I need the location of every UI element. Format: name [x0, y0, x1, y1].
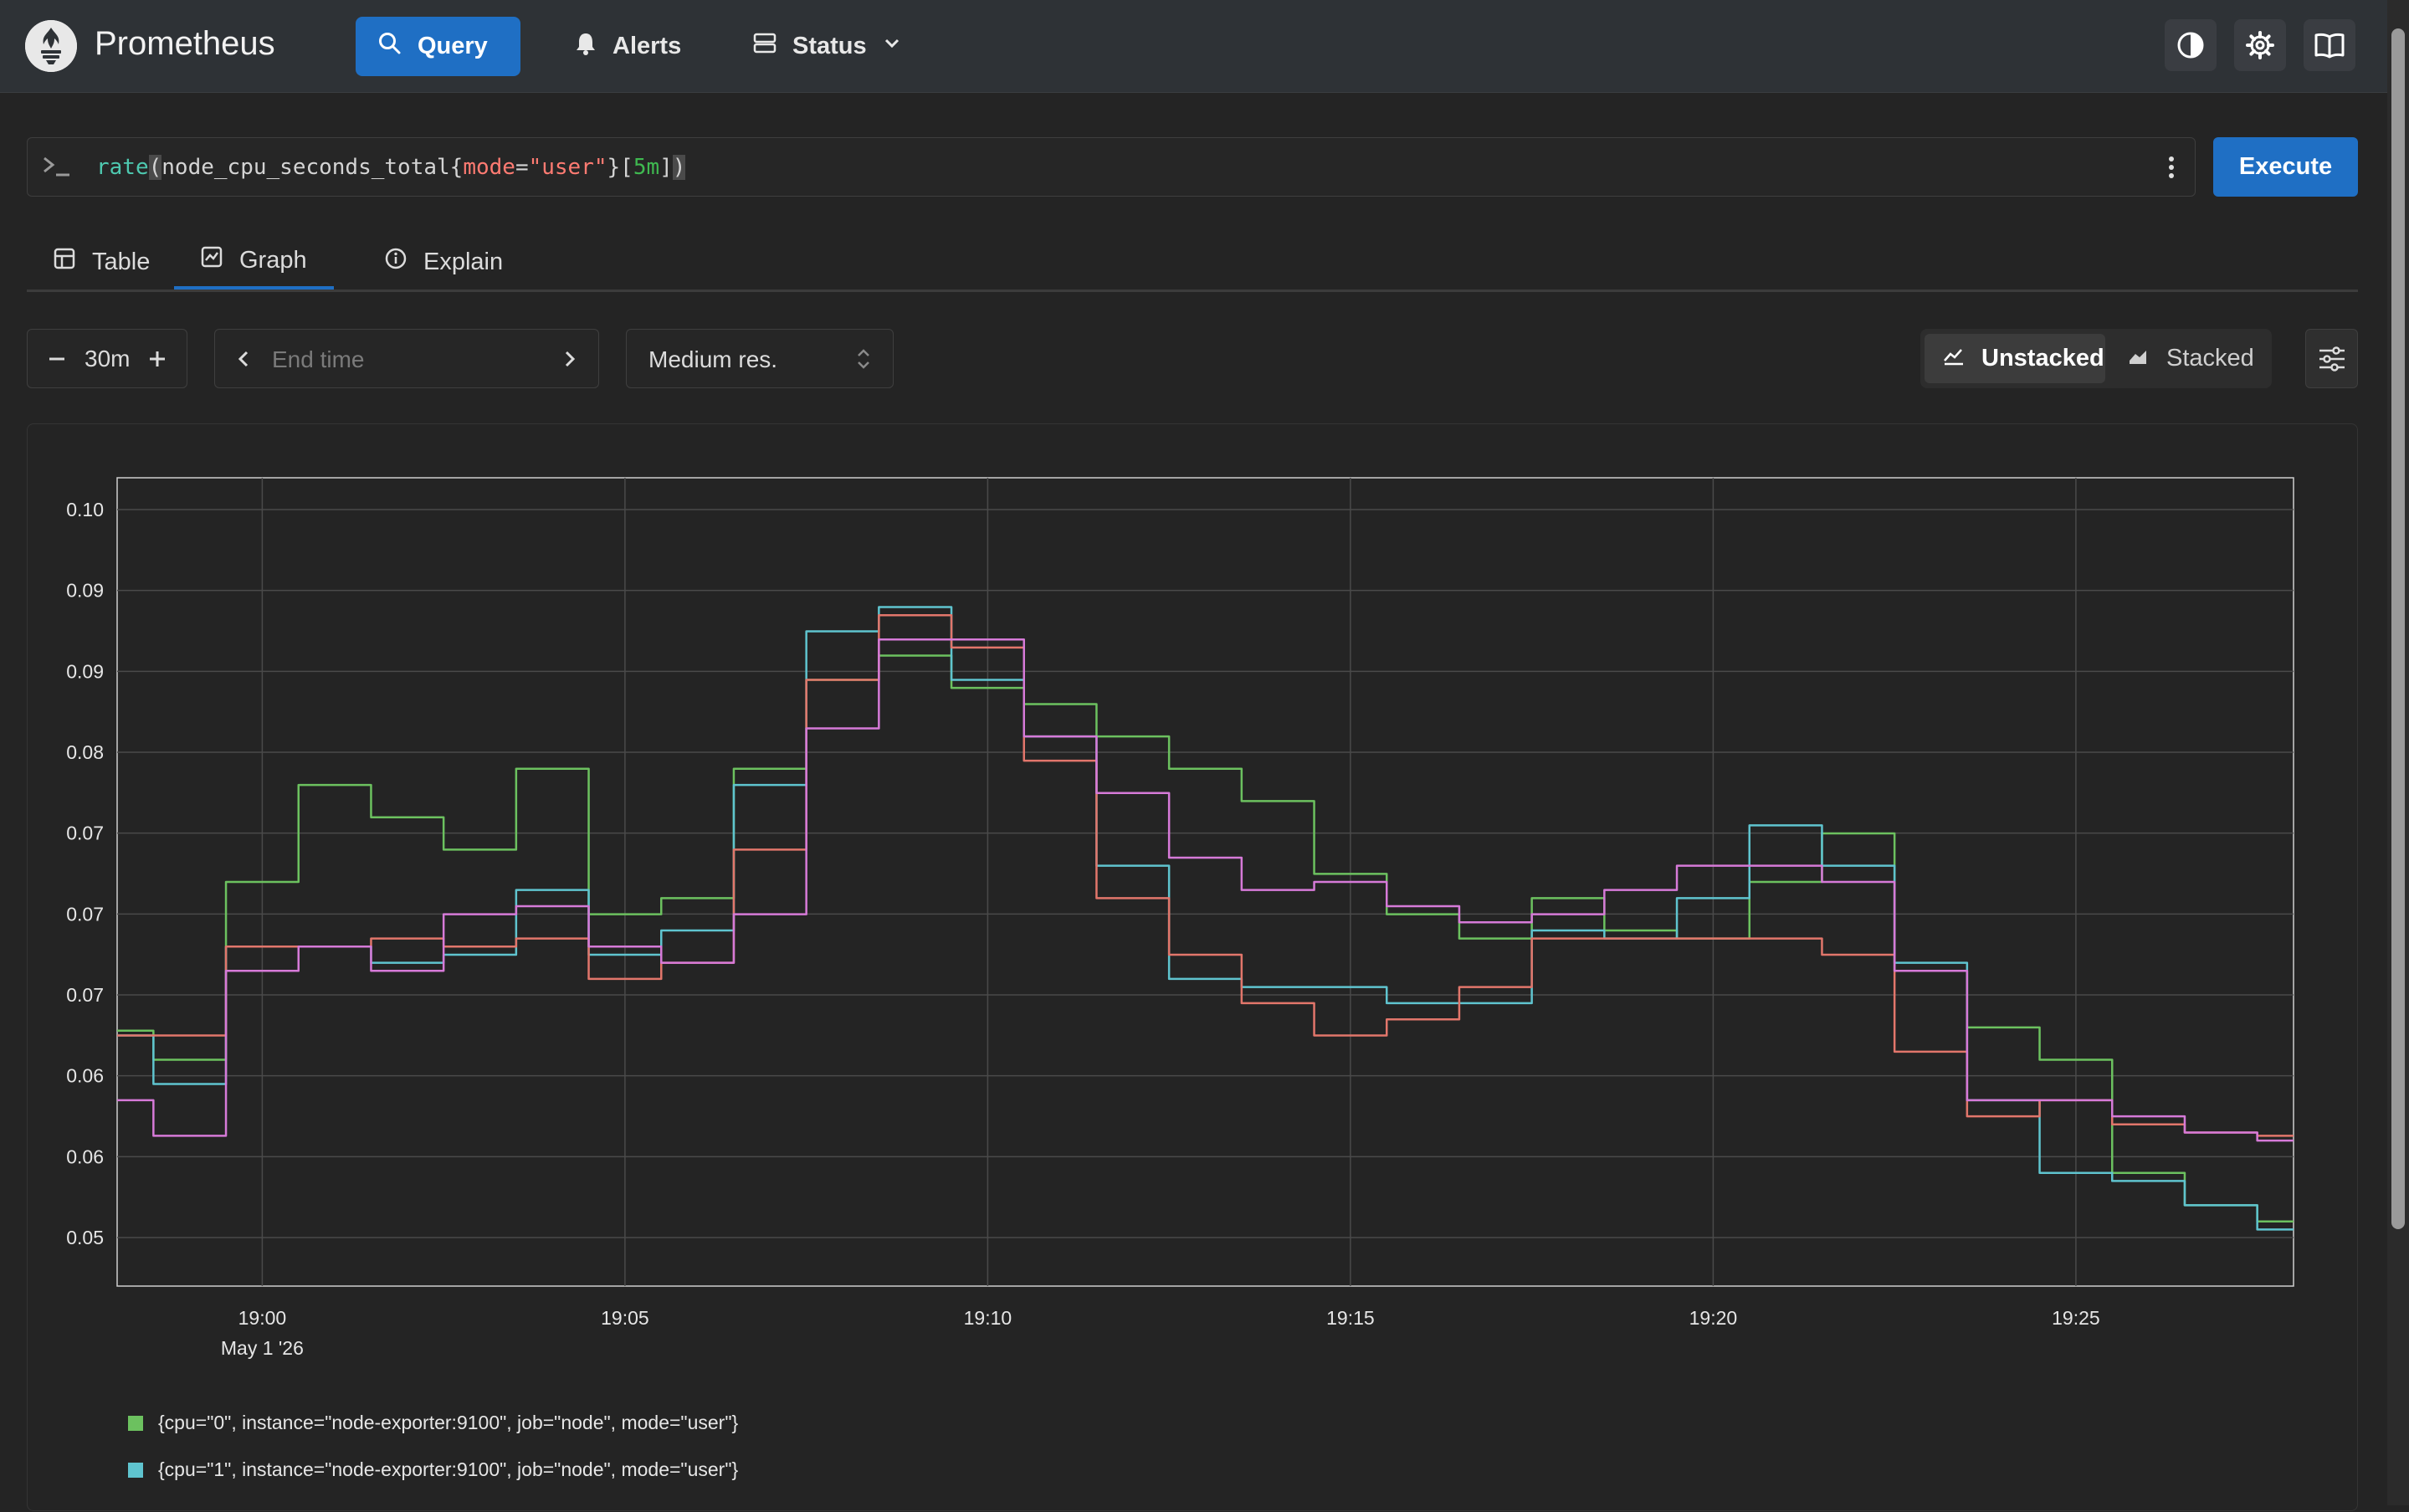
query-expression[interactable]: rate(node_cpu_seconds_total{mode="user"}…	[96, 155, 686, 180]
range-value[interactable]: 30m	[85, 346, 131, 372]
resolution-select[interactable]: Medium res.	[626, 329, 894, 388]
x-tick-label: 19:05	[601, 1307, 649, 1329]
tab-graph[interactable]: Graph	[174, 234, 334, 290]
y-tick-label: 0.09	[66, 580, 104, 602]
query-input[interactable]: rate(node_cpu_seconds_total{mode="user"}…	[27, 137, 2196, 197]
legend-swatch-green	[128, 1415, 143, 1431]
query-brace-close: }	[607, 155, 621, 180]
x-tick-label: 19:00	[238, 1307, 287, 1329]
x-tick-label: 19:25	[2052, 1307, 2100, 1329]
x-date-label: May 1 '26	[221, 1337, 304, 1359]
x-tick-label: 19:20	[1689, 1307, 1738, 1329]
query-function: rate	[96, 155, 149, 180]
nav-query-button[interactable]: Query	[356, 17, 520, 76]
end-time-control: End time	[214, 329, 599, 388]
y-tick-label: 0.06	[66, 1146, 104, 1167]
query-paren-open: (	[148, 155, 162, 180]
y-tick-label: 0.07	[66, 903, 104, 925]
series-line-2	[117, 613, 2294, 1137]
stacked-label: Stacked	[2166, 345, 2254, 372]
graph-icon	[201, 246, 223, 274]
x-tick-label: 19:10	[964, 1307, 1012, 1329]
series-line-1	[117, 606, 2294, 1231]
execute-button[interactable]: Execute	[2213, 137, 2358, 197]
tab-graph-label: Graph	[239, 246, 307, 274]
area-chart-icon	[2128, 345, 2150, 372]
y-tick-label: 0.09	[66, 660, 104, 682]
tab-table-label: Table	[92, 248, 151, 275]
server-icon	[752, 32, 777, 62]
query-bracket-close: ]	[659, 155, 673, 180]
terminal-prompt-icon	[41, 153, 74, 184]
legend-item-cpu0[interactable]: {cpu="0", instance="node-exporter:9100",…	[128, 1412, 738, 1434]
top-navbar: Prometheus Query Alerts Status	[0, 0, 2409, 93]
line-chart-icon	[1943, 345, 1965, 372]
x-tick-label: 19:15	[1326, 1307, 1375, 1329]
y-tick-label: 0.08	[66, 741, 104, 763]
scrollbar-thumb[interactable]	[2391, 28, 2405, 1229]
y-tick-label: 0.07	[66, 823, 104, 844]
graph-panel: 0.10 0.09 0.09 0.08 0.07 0.07 0.07 0.06 0.06 0.05…	[27, 423, 2358, 1511]
resolution-value: Medium res.	[648, 346, 778, 372]
nav-alerts-button[interactable]: Alerts	[552, 17, 703, 76]
info-icon	[385, 248, 407, 276]
chevron-left-icon[interactable]	[233, 348, 255, 376]
book-icon[interactable]	[2304, 19, 2355, 71]
nav-query-label: Query	[418, 33, 488, 59]
kebab-menu-icon[interactable]	[2166, 153, 2176, 186]
y-tick-label: 0.07	[66, 984, 104, 1006]
chevron-updown-icon	[854, 346, 873, 377]
query-range: 5m	[633, 155, 660, 180]
gear-icon[interactable]	[2234, 19, 2286, 71]
y-tick-label: 0.06	[66, 1065, 104, 1087]
y-tick-label: 0.10	[66, 499, 104, 520]
bell-icon	[574, 31, 597, 63]
tab-explain[interactable]: Explain	[358, 234, 530, 290]
query-metric: node_cpu_seconds_total	[161, 155, 450, 180]
line-chart[interactable]: 0.10 0.09 0.09 0.08 0.07 0.07 0.07 0.06 0.06 0.05…	[28, 424, 2359, 1512]
nav-status-dropdown[interactable]: Status	[730, 17, 924, 76]
nav-alerts-label: Alerts	[613, 33, 682, 59]
chevron-right-icon[interactable]	[558, 348, 580, 376]
legend-swatch-cyan	[128, 1462, 143, 1478]
series-line-3	[117, 638, 2294, 1142]
result-tabs: Table Graph Explain	[27, 234, 2358, 292]
plot-frame	[116, 477, 2294, 1287]
query-paren-close: )	[672, 155, 686, 180]
page-scrollbar[interactable]	[2387, 0, 2409, 1505]
stacking-toggle: Unstacked Stacked	[1920, 329, 2272, 388]
query-label-key: mode	[463, 155, 515, 180]
theme-toggle-icon[interactable]	[2165, 19, 2217, 71]
legend-item-cpu1[interactable]: {cpu="1", instance="node-exporter:9100",…	[128, 1458, 738, 1481]
query-bracket-open: [	[620, 155, 633, 180]
query-equals: =	[515, 155, 529, 180]
query-label-value: "user"	[528, 155, 607, 180]
legend-label-cpu0: {cpu="0", instance="node-exporter:9100",…	[158, 1412, 739, 1433]
end-time-input[interactable]: End time	[272, 346, 365, 372]
unstacked-button[interactable]: Unstacked	[1925, 334, 2105, 383]
table-icon	[54, 248, 75, 276]
prometheus-logo-icon	[25, 20, 77, 72]
tab-explain-label: Explain	[423, 248, 504, 275]
legend-label-cpu1: {cpu="1", instance="node-exporter:9100",…	[158, 1458, 739, 1480]
chevron-down-icon	[882, 33, 902, 60]
tab-table[interactable]: Table	[27, 234, 177, 290]
range-control: 30m	[27, 329, 187, 388]
query-brace-open: {	[449, 155, 464, 180]
plus-icon[interactable]	[145, 346, 170, 377]
minus-icon[interactable]	[44, 346, 69, 377]
stacked-button[interactable]: Stacked	[2109, 334, 2268, 383]
graph-settings-sliders-icon[interactable]	[2305, 329, 2358, 388]
nav-status-label: Status	[792, 33, 867, 59]
unstacked-label: Unstacked	[1981, 345, 2104, 372]
y-tick-label: 0.05	[66, 1227, 104, 1248]
app-title: Prometheus	[95, 25, 275, 62]
search-icon	[377, 31, 402, 63]
